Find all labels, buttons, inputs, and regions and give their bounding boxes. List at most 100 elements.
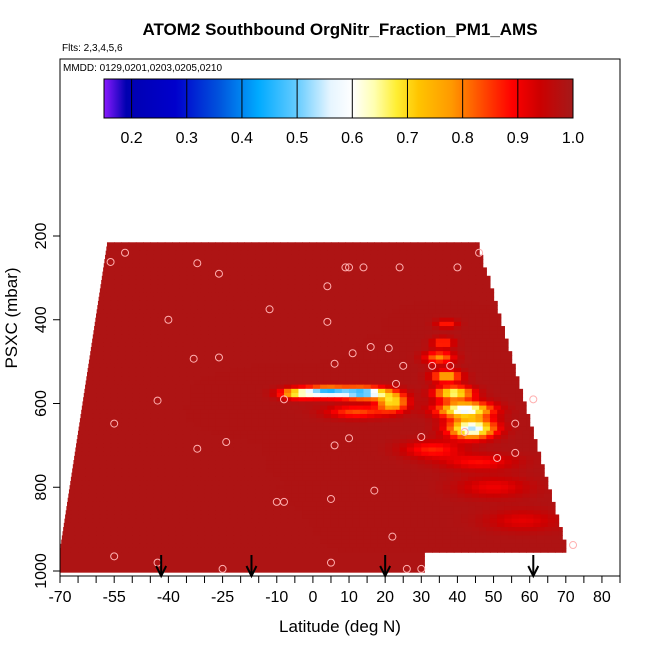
heatmap-cell [135, 464, 144, 470]
heatmap-cell [229, 510, 238, 516]
heatmap-cell [457, 393, 466, 398]
heatmap-cell [276, 263, 285, 269]
heatmap-cell [287, 279, 296, 285]
heatmap-cell [450, 489, 459, 495]
heatmap-cell [370, 535, 379, 541]
heatmap-cell [442, 543, 451, 549]
heatmap-cell [240, 443, 249, 449]
heatmap-cell [168, 393, 177, 398]
heatmap-cell [146, 480, 155, 486]
heatmap-cell [114, 413, 123, 419]
heatmap-cell [464, 296, 473, 302]
heatmap-cell [377, 246, 386, 252]
heatmap-cell [396, 275, 404, 281]
heatmap-cell [421, 447, 430, 453]
heatmap-cell [363, 451, 372, 457]
heatmap-cell [106, 372, 115, 377]
heatmap-cell [363, 527, 372, 532]
heatmap-cell [172, 321, 180, 327]
heatmap-cell [374, 321, 383, 327]
heatmap-cell [406, 384, 415, 390]
heatmap-cell [121, 514, 130, 520]
heatmap-cell [255, 305, 263, 310]
heatmap-cell [464, 259, 473, 264]
heatmap-cell [150, 518, 159, 524]
heatmap-cell [352, 372, 361, 377]
heatmap-cell [78, 547, 86, 553]
heatmap-cell [262, 309, 271, 315]
heatmap-cell [442, 430, 451, 436]
heatmap-cell [396, 367, 404, 373]
heatmap-cell [125, 430, 133, 436]
heatmap-cell [161, 346, 169, 352]
heatmap-cell [500, 489, 509, 495]
heatmap-cell [396, 514, 404, 520]
heatmap-cell [273, 501, 281, 507]
heatmap-cell [359, 422, 368, 428]
heatmap-cell [200, 367, 209, 373]
heatmap-cell [291, 434, 300, 440]
heatmap-cell [338, 418, 347, 423]
heatmap-cell [237, 326, 245, 331]
heatmap-cell [482, 409, 491, 415]
heatmap-cell [352, 275, 361, 281]
x-tick-label: -10 [265, 589, 288, 606]
heatmap-cell [229, 288, 238, 294]
heatmap-cell [471, 539, 480, 545]
heatmap-cell [218, 447, 227, 453]
heatmap-cell [262, 451, 271, 457]
heatmap-cell [461, 271, 469, 277]
heatmap-cell [363, 443, 372, 449]
heatmap-cell [370, 439, 379, 444]
heatmap-cell [511, 455, 520, 461]
heatmap-cell [533, 501, 542, 507]
observation-point [280, 395, 288, 404]
heatmap-cell [453, 468, 462, 474]
heatmap-cell [276, 292, 285, 298]
heatmap-cell [475, 506, 484, 511]
heatmap-cell [327, 401, 336, 407]
heatmap-cell [504, 476, 513, 482]
heatmap-cell [515, 405, 524, 411]
heatmap-cell [305, 263, 314, 269]
heatmap-cell [276, 527, 285, 532]
heatmap-cell [168, 447, 177, 453]
heatmap-cell [85, 501, 94, 507]
heatmap-cell [284, 305, 292, 310]
heatmap-cell [204, 351, 213, 356]
heatmap-cell [417, 334, 426, 340]
heatmap-cell [215, 468, 224, 474]
heatmap-cell [81, 493, 90, 499]
heatmap-cell [428, 497, 437, 503]
heatmap-cell [381, 367, 390, 373]
heatmap-cell [475, 321, 484, 327]
heatmap-cell [461, 363, 469, 369]
heatmap-cell [334, 543, 343, 549]
heatmap-cell [374, 267, 383, 273]
heatmap-cell [255, 401, 263, 407]
heatmap-cell [161, 493, 169, 499]
heatmap-cell [396, 372, 404, 377]
heatmap-cell [273, 367, 281, 373]
heatmap-cell [125, 254, 133, 260]
heatmap-cell [522, 401, 527, 407]
heatmap-cell [345, 376, 354, 382]
heatmap-cell [435, 485, 444, 490]
heatmap-cell [222, 376, 231, 382]
heatmap-cell [374, 460, 383, 465]
heatmap-cell [518, 413, 527, 419]
heatmap-cell [247, 397, 256, 403]
heatmap-cell [388, 313, 397, 319]
heatmap-cell [450, 397, 459, 403]
heatmap-cell [457, 359, 466, 365]
heatmap-cell [208, 506, 216, 511]
x-tick-label: -70 [48, 589, 71, 606]
heatmap-cell [544, 480, 549, 486]
heatmap-cell [349, 405, 357, 411]
heatmap-cell [363, 447, 372, 453]
heatmap-cell [117, 259, 126, 264]
heatmap-cell [320, 346, 328, 352]
heatmap-cell [193, 321, 202, 327]
heatmap-cell [352, 267, 361, 273]
heatmap-cell [403, 271, 412, 277]
